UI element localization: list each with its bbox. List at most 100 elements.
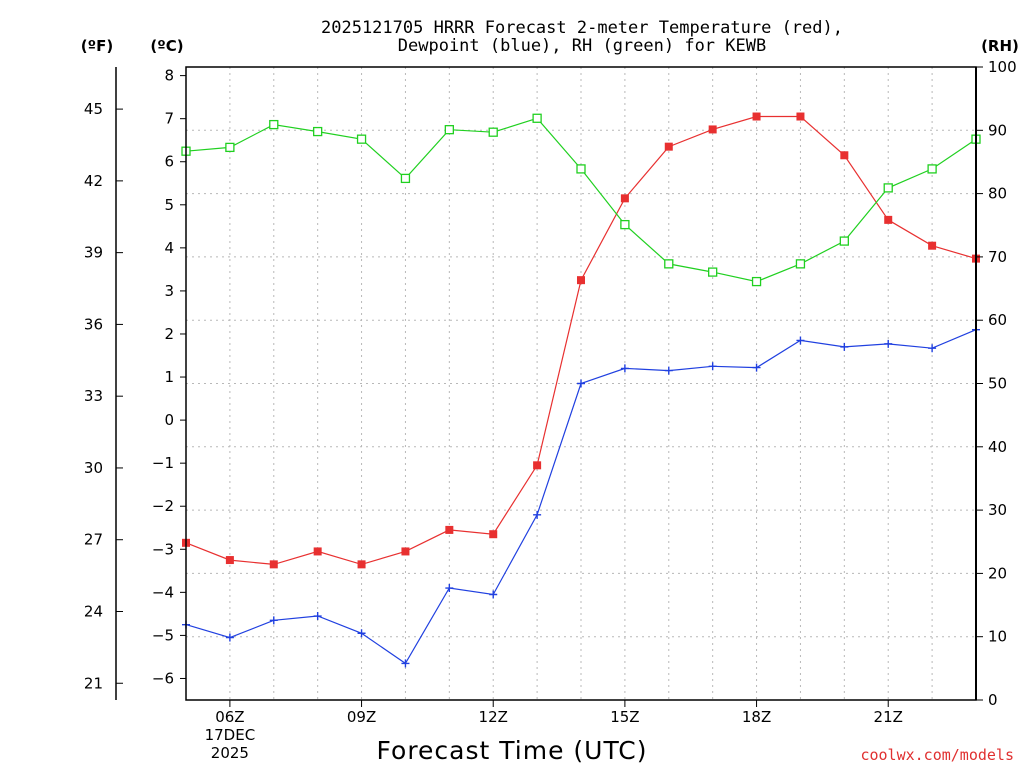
rh-point [400, 173, 411, 184]
rh-tick-label: 0 [988, 691, 998, 709]
rh-unit-label: (RH) [981, 37, 1019, 55]
temperature-point [489, 530, 498, 539]
temperature-point [269, 560, 278, 569]
temperature-point [357, 560, 366, 569]
rh-point [751, 276, 762, 287]
temperature-point [225, 556, 234, 565]
rh-point [532, 113, 542, 123]
labels: 2025121705 HRRR Forecast 2-meter Tempera… [81, 18, 1019, 765]
rh-point [356, 134, 367, 144]
rh-tick-label: 30 [988, 501, 1007, 519]
x-tick-label: 09Z [347, 708, 376, 726]
dewpoint-point [489, 590, 498, 599]
dewpoint-point [269, 616, 278, 625]
rh-point [576, 164, 586, 174]
x-tick-label: 15Z [610, 708, 639, 726]
x-axis-label: Forecast Time (UTC) [377, 736, 648, 765]
rh-tick-label: 80 [988, 185, 1007, 203]
rh-point [839, 236, 849, 246]
celsius-tick-label: 6 [164, 153, 174, 171]
x-tick-label: 21Z [874, 708, 903, 726]
rh-point [269, 119, 279, 130]
rh-tick-label: 100 [988, 58, 1017, 76]
dewpoint-point [313, 612, 322, 621]
rh-point [664, 259, 674, 269]
rh-point [708, 267, 718, 277]
rh-tick-label: 10 [988, 628, 1007, 646]
fahrenheit-tick-label: 21 [84, 674, 103, 692]
fahrenheit-tick-label: 27 [84, 531, 103, 549]
rh-point [225, 142, 235, 153]
fahrenheit-tick-label: 33 [84, 387, 103, 405]
series-layer [181, 112, 981, 668]
celsius-tick-label: 0 [164, 411, 174, 429]
fahrenheit-unit-label: (ºF) [81, 37, 113, 55]
fahrenheit-tick-label: 45 [84, 100, 103, 118]
rh-tick-label: 70 [988, 248, 1007, 266]
dewpoint-point [796, 336, 805, 345]
dewpoint-point [840, 342, 849, 351]
celsius-tick-label: −2 [152, 497, 174, 515]
x-tick-label: 17DEC [205, 726, 256, 744]
celsius-tick-label: 2 [164, 325, 174, 343]
temperature-point [313, 547, 322, 556]
temperature-point [884, 215, 893, 224]
chart-title-line-1: 2025121705 HRRR Forecast 2-meter Tempera… [321, 18, 843, 38]
dewpoint-point [445, 584, 454, 593]
fahrenheit-tick-label: 36 [84, 315, 103, 333]
dewpoint-point [620, 364, 629, 373]
celsius-tick-label: −3 [152, 540, 174, 558]
fahrenheit-tick-label: 39 [84, 244, 103, 262]
x-tick-label: 2025 [211, 744, 249, 762]
temperature-point [928, 241, 937, 250]
celsius-tick-label: 4 [164, 239, 174, 257]
dewpoint-point [577, 379, 585, 388]
rh-tick-label: 90 [988, 121, 1007, 139]
celsius-tick-label: 1 [164, 368, 174, 386]
rh-tick-label: 60 [988, 311, 1007, 329]
celsius-tick-label: −6 [152, 669, 174, 687]
dewpoint-point [752, 363, 761, 372]
temperature-series-line [185, 115, 977, 566]
x-tick-label: 18Z [742, 708, 771, 726]
dewpoint-point [884, 339, 893, 348]
fahrenheit-tick-label: 42 [84, 172, 103, 190]
temperature-point [445, 525, 454, 534]
chart-title-line-2: Dewpoint (blue), RH (green) for KEWB [398, 36, 766, 56]
x-tick-label: 12Z [479, 708, 508, 726]
dewpoint-point [708, 362, 717, 371]
rh-point [883, 183, 893, 193]
temperature-point [401, 547, 410, 556]
temperature-point [577, 276, 585, 285]
celsius-tick-label: −4 [152, 583, 174, 601]
dewpoint-point [664, 366, 673, 375]
temperature-point [664, 142, 673, 151]
temperature-point [752, 112, 761, 121]
celsius-tick-label: 5 [164, 196, 174, 214]
rh-point [444, 125, 454, 135]
axes: −6−5−4−3−2−10123456782124273033363942450… [84, 58, 1017, 762]
rh-point [795, 259, 806, 269]
fahrenheit-tick-label: 30 [84, 459, 103, 477]
temperature-point [708, 125, 717, 134]
celsius-tick-label: −5 [152, 626, 174, 644]
x-tick-label: 06Z [215, 708, 244, 726]
celsius-tick-label: −1 [152, 454, 174, 472]
temperature-point [840, 151, 849, 160]
rh-point [927, 164, 937, 174]
dewpoint-point [533, 510, 542, 519]
fahrenheit-tick-label: 24 [84, 602, 103, 620]
celsius-tick-label: 3 [164, 282, 174, 300]
celsius-tick-label: 8 [164, 67, 174, 85]
dewpoint-point [225, 633, 234, 642]
celsius-tick-label: 7 [164, 110, 174, 128]
rh-tick-label: 50 [988, 375, 1007, 393]
temperature-point [620, 194, 629, 203]
dewpoint-point [401, 659, 410, 668]
temperature-point [796, 112, 805, 121]
rh-point [488, 127, 498, 137]
rh-tick-label: 20 [988, 564, 1007, 582]
rh-point [313, 126, 323, 137]
temperature-point [533, 461, 542, 470]
